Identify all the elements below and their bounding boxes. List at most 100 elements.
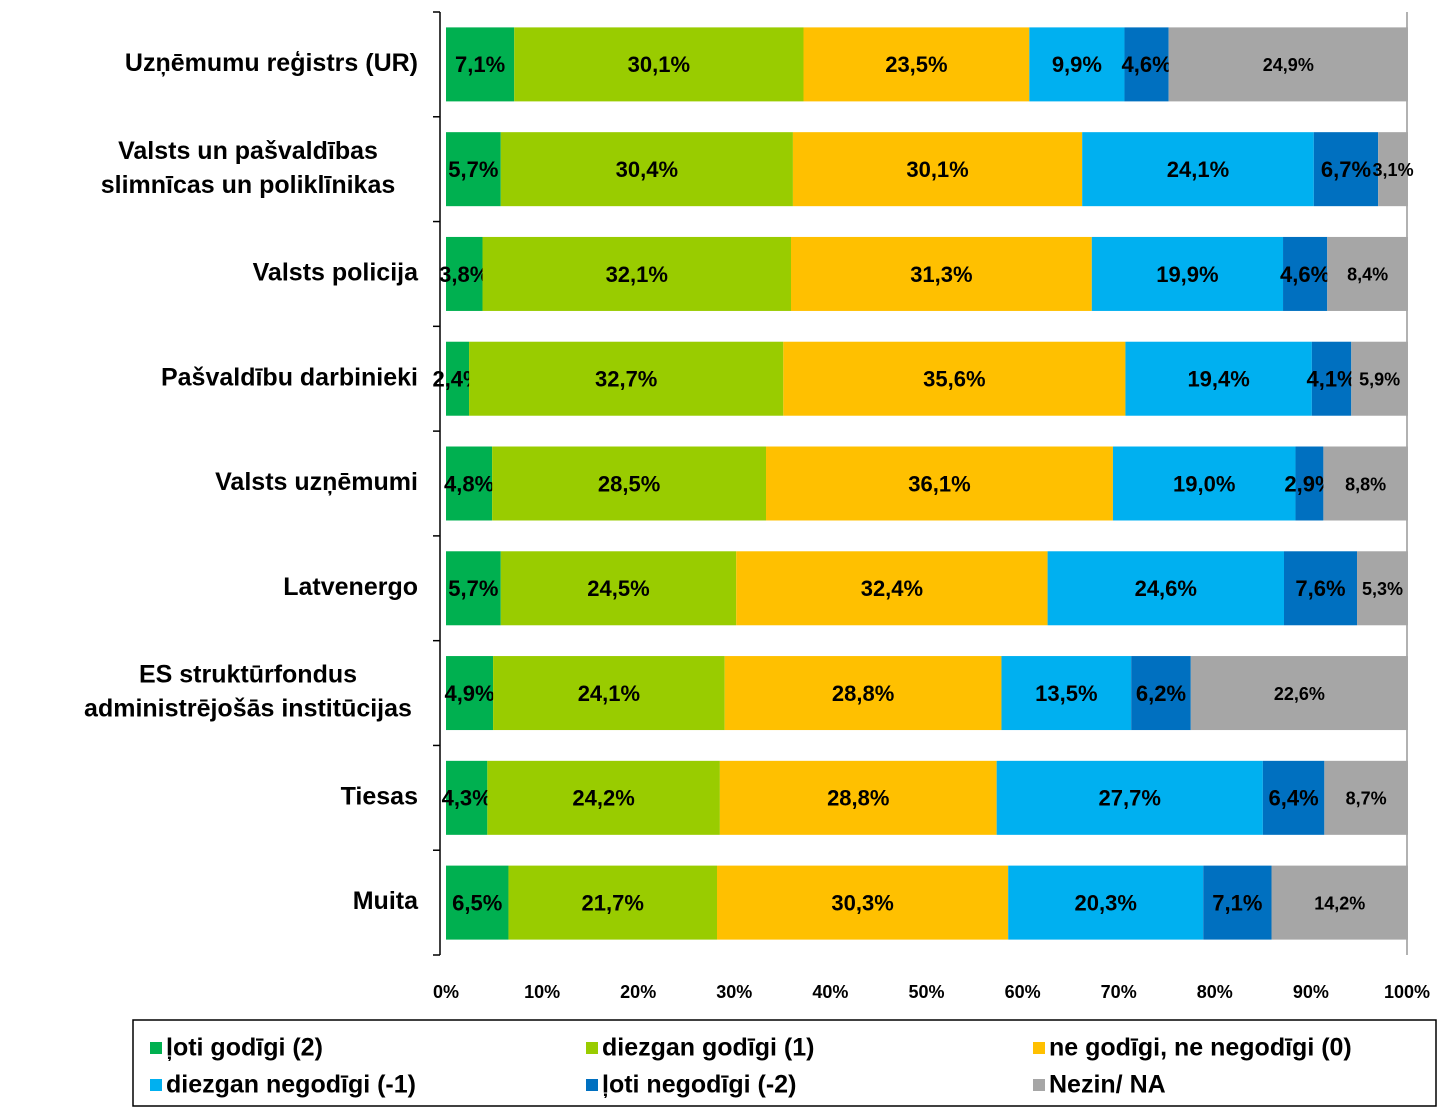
y-tick-label: Pašvaldību darbinieki xyxy=(161,363,418,391)
x-tick-label: 100% xyxy=(1384,982,1430,1002)
value-label: 32,1% xyxy=(606,262,668,287)
legend-swatch xyxy=(1033,1079,1045,1091)
bar-segment xyxy=(1271,865,1408,940)
legend-swatch xyxy=(150,1042,162,1054)
value-label: 14,2% xyxy=(1314,893,1365,913)
x-tick-label: 60% xyxy=(1005,982,1041,1002)
value-label: 24,9% xyxy=(1263,55,1314,75)
legend-swatch xyxy=(586,1079,598,1091)
legend-label: ļoti godīgi (2) xyxy=(166,1034,323,1062)
bar-segment xyxy=(446,27,515,102)
bar-segment xyxy=(1168,27,1408,102)
bar-segment xyxy=(1283,551,1358,626)
y-tick-label: slimnīcas un poliklīnikas xyxy=(101,171,396,199)
bar-segment xyxy=(1082,132,1314,207)
x-tick-label: 70% xyxy=(1101,982,1137,1002)
value-label: 21,7% xyxy=(582,890,644,915)
bar-segment xyxy=(446,760,488,835)
bar-segment xyxy=(736,551,1048,626)
bar-segment xyxy=(1357,551,1408,626)
legend-label: ne godīgi, ne negodīgi (0) xyxy=(1049,1034,1352,1062)
x-tick-label: 10% xyxy=(524,982,560,1002)
bar-segment xyxy=(469,341,784,416)
bar-segment xyxy=(446,236,483,311)
y-tick-label: Latvenergo xyxy=(283,573,418,601)
value-label: 30,3% xyxy=(831,890,893,915)
bar-segment xyxy=(514,27,804,102)
value-label: 13,5% xyxy=(1035,681,1097,706)
x-tick-label: 0% xyxy=(433,982,459,1002)
value-label: 3,8% xyxy=(439,262,489,287)
value-label: 6,5% xyxy=(452,890,502,915)
bar-segment xyxy=(1001,656,1132,731)
value-label: 28,8% xyxy=(832,681,894,706)
value-label: 8,4% xyxy=(1347,265,1388,285)
bar-segment xyxy=(446,551,501,626)
value-label: 7,1% xyxy=(1212,890,1262,915)
bar-segment xyxy=(803,27,1030,102)
legend-swatch xyxy=(150,1079,162,1091)
x-tick-label: 20% xyxy=(620,982,656,1002)
x-tick-label: 90% xyxy=(1293,982,1329,1002)
x-tick-label: 80% xyxy=(1197,982,1233,1002)
value-label: 6,4% xyxy=(1269,786,1319,811)
value-label: 24,5% xyxy=(587,576,649,601)
value-label: 30,1% xyxy=(628,52,690,77)
bar-segment xyxy=(446,656,494,731)
bar-segment xyxy=(493,656,725,731)
value-label: 4,3% xyxy=(442,786,492,811)
bar-segment xyxy=(446,446,493,521)
value-label: 4,9% xyxy=(444,681,494,706)
bar-segment xyxy=(1008,865,1204,940)
value-label: 7,6% xyxy=(1295,576,1345,601)
bar-segment xyxy=(500,132,793,207)
value-label: 24,6% xyxy=(1135,576,1197,601)
value-label: 35,6% xyxy=(923,367,985,392)
bar-segment xyxy=(492,446,767,521)
value-label: 24,2% xyxy=(572,786,634,811)
legend-label: diezgan negodīgi (-1) xyxy=(166,1071,416,1099)
y-tick-label: Uzņēmumu reģistrs (UR) xyxy=(125,49,418,77)
x-tick-label: 30% xyxy=(716,982,752,1002)
bar-segment xyxy=(1327,236,1408,311)
legend-swatch xyxy=(586,1042,598,1054)
bar-segment xyxy=(1311,341,1352,416)
value-label: 4,6% xyxy=(1121,52,1171,77)
legend-box xyxy=(132,1019,1437,1107)
value-label: 19,4% xyxy=(1187,367,1249,392)
value-label: 9,9% xyxy=(1052,52,1102,77)
bar-segment xyxy=(1124,27,1169,102)
legend-label: diezgan godīgi (1) xyxy=(602,1034,815,1062)
bar-segment xyxy=(446,132,501,207)
value-label: 32,4% xyxy=(861,576,923,601)
bar-segment xyxy=(1324,760,1408,835)
y-tick-label: Valsts policija xyxy=(253,259,419,287)
bar-segment xyxy=(1262,760,1325,835)
legend-label: ļoti negodīgi (-2) xyxy=(602,1071,796,1099)
bar-segment xyxy=(1203,865,1272,940)
value-label: 8,8% xyxy=(1345,474,1386,494)
bar-segment xyxy=(1112,446,1296,521)
bar-segment xyxy=(719,760,997,835)
bar-segment xyxy=(500,551,737,626)
y-tick-label: Valsts un pašvaldības xyxy=(118,137,378,165)
y-tick-label: administrējošās institūcijas xyxy=(84,695,412,723)
y-tick-label: Valsts uzņēmumi xyxy=(215,468,418,496)
y-tick-label: ES struktūrfondus xyxy=(139,661,357,689)
bar-segment xyxy=(1125,341,1312,416)
value-label: 20,3% xyxy=(1075,890,1137,915)
bar-segment xyxy=(1131,656,1191,731)
value-label: 30,1% xyxy=(906,157,968,182)
value-label: 28,8% xyxy=(827,786,889,811)
x-tick-label: 50% xyxy=(908,982,944,1002)
bar-segment xyxy=(487,760,720,835)
value-label: 4,1% xyxy=(1306,367,1356,392)
value-label: 7,1% xyxy=(455,52,505,77)
value-label: 27,7% xyxy=(1099,786,1161,811)
value-label: 4,6% xyxy=(1280,262,1330,287)
value-label: 36,1% xyxy=(908,471,970,496)
legend-label: Nezin/ NA xyxy=(1049,1071,1166,1099)
bar-segment xyxy=(783,341,1126,416)
bar-segment xyxy=(996,760,1263,835)
